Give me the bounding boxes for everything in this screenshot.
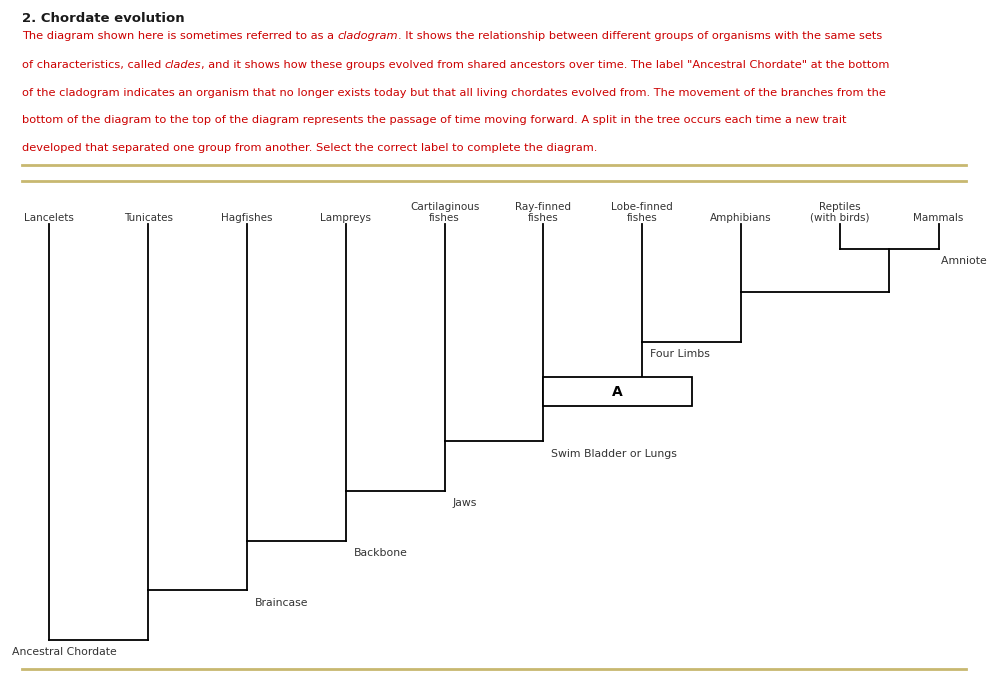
Text: The diagram shown here is sometimes referred to as a: The diagram shown here is sometimes refe… (22, 31, 337, 41)
Text: Ancestral Chordate: Ancestral Chordate (12, 647, 117, 657)
Text: Mammals: Mammals (914, 213, 963, 223)
Text: Braincase: Braincase (255, 598, 308, 608)
Text: clades: clades (165, 60, 202, 70)
Text: , and it shows how these groups evolved from shared ancestors over time. The lab: , and it shows how these groups evolved … (202, 60, 889, 70)
Text: Amniote Eggs: Amniote Eggs (941, 256, 988, 266)
Text: of the cladogram indicates an organism that no longer exists today but that all : of the cladogram indicates an organism t… (22, 88, 885, 98)
Text: A: A (613, 385, 622, 398)
Text: Lampreys: Lampreys (320, 213, 371, 223)
Text: Amphibians: Amphibians (710, 213, 772, 223)
Text: Tunicates: Tunicates (124, 213, 173, 223)
Text: Hagfishes: Hagfishes (221, 213, 273, 223)
Text: Lancelets: Lancelets (25, 213, 74, 223)
Text: Swim Bladder or Lungs: Swim Bladder or Lungs (551, 449, 677, 459)
Text: . It shows the relationship between different groups of organisms with the same : . It shows the relationship between diff… (398, 31, 882, 41)
Text: cladogram: cladogram (337, 31, 398, 41)
Text: Backbone: Backbone (354, 548, 408, 558)
Text: Reptiles
(with birds): Reptiles (with birds) (810, 202, 869, 223)
Text: developed that separated one group from another. Select the correct label to com: developed that separated one group from … (22, 143, 597, 152)
Text: bottom of the diagram to the top of the diagram represents the passage of time m: bottom of the diagram to the top of the … (22, 115, 847, 125)
Text: Lobe-finned
fishes: Lobe-finned fishes (612, 202, 673, 223)
Text: 2. Chordate evolution: 2. Chordate evolution (22, 12, 185, 25)
Text: Four Limbs: Four Limbs (650, 349, 710, 359)
Text: Ray-finned
fishes: Ray-finned fishes (516, 202, 571, 223)
Text: Jaws: Jaws (453, 498, 477, 508)
Text: Cartilaginous
fishes: Cartilaginous fishes (410, 202, 479, 223)
Text: of characteristics, called: of characteristics, called (22, 60, 165, 70)
FancyBboxPatch shape (543, 377, 692, 406)
